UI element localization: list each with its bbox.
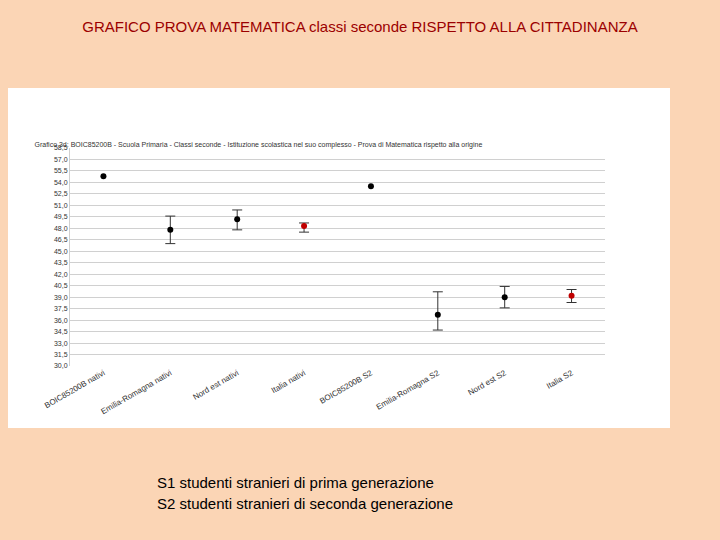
svg-text:52,5: 52,5 xyxy=(54,190,68,197)
html-text:S2 studenti stranieri di secon: S2 studenti stranieri di seconda generaz… xyxy=(157,495,453,512)
svg-text:BOIC85200B nativi: BOIC85200B nativi xyxy=(43,368,107,410)
svg-text:Grafico 3d: BOIC85200B - Scuol: Grafico 3d: BOIC85200B - Scuola Primaria… xyxy=(34,141,482,149)
svg-text:Nord est S2: Nord est S2 xyxy=(467,368,509,397)
svg-text:51,0: 51,0 xyxy=(54,202,68,209)
svg-text:34,5: 34,5 xyxy=(54,328,68,335)
svg-text:48,0: 48,0 xyxy=(54,225,68,232)
svg-text:Italia nativi: Italia nativi xyxy=(270,368,307,395)
svg-text:54,0: 54,0 xyxy=(54,179,68,186)
svg-text:45,0: 45,0 xyxy=(54,248,68,255)
svg-text:49,5: 49,5 xyxy=(54,213,68,220)
svg-text:37,5: 37,5 xyxy=(54,305,68,312)
svg-text:42,0: 42,0 xyxy=(54,271,68,278)
svg-text:40,5: 40,5 xyxy=(54,282,68,289)
svg-text:39,0: 39,0 xyxy=(54,294,68,301)
svg-text:57,0: 57,0 xyxy=(54,156,68,163)
svg-text:Italia S2: Italia S2 xyxy=(545,368,575,391)
html-text:S1 studenti stranieri di prima: S1 studenti stranieri di prima generazio… xyxy=(157,474,434,491)
svg-text:Emilia-Romagna S2: Emilia-Romagna S2 xyxy=(375,368,442,412)
svg-text:46,5: 46,5 xyxy=(54,236,68,243)
svg-text:36,0: 36,0 xyxy=(54,317,68,324)
svg-text:58,5: 58,5 xyxy=(54,144,68,151)
html-text:GRAFICO PROVA MATEMATICA class: GRAFICO PROVA MATEMATICA classi seconde … xyxy=(82,18,638,35)
svg-text:55,5: 55,5 xyxy=(54,167,68,174)
svg-text:BOIC85200B S2: BOIC85200B S2 xyxy=(318,368,374,406)
svg-text:Emilia-Romagna nativi: Emilia-Romagna nativi xyxy=(100,368,174,416)
svg-text:33,0: 33,0 xyxy=(54,340,68,347)
svg-text:Nord est nativi: Nord est nativi xyxy=(191,368,240,401)
svg-text:30,0: 30,0 xyxy=(54,362,68,369)
svg-text:31,5: 31,5 xyxy=(54,351,68,358)
svg-text:43,5: 43,5 xyxy=(54,259,68,266)
